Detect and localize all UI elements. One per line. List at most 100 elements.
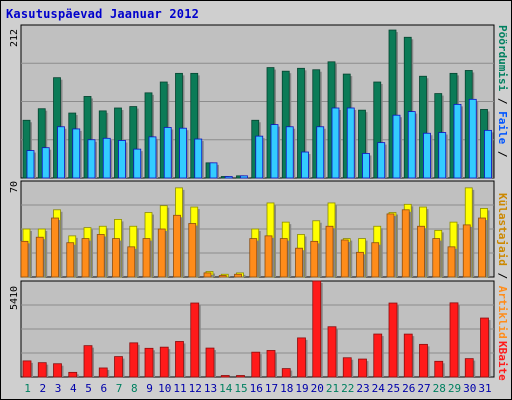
kbytes-bar: [464, 358, 474, 378]
sites-bar: [279, 238, 288, 278]
day-label: 20: [310, 382, 324, 395]
day-label: 16: [249, 382, 263, 395]
kbytes-bar: [342, 357, 352, 378]
files-bar: [148, 136, 157, 179]
day-label: 12: [188, 382, 202, 395]
day-label: 17: [264, 382, 279, 395]
files-bar: [346, 107, 355, 179]
day-label: 3: [54, 382, 62, 395]
day-label: 26: [402, 382, 416, 395]
sites-bar: [35, 236, 44, 278]
hits-bar: [312, 69, 321, 179]
files-bar: [270, 124, 279, 179]
sites-bar: [478, 217, 486, 278]
sites-bar: [20, 240, 29, 278]
day-label: 25: [386, 382, 401, 395]
files-bar: [316, 126, 325, 179]
day-label: 30: [463, 382, 477, 395]
day-label: 22: [341, 382, 355, 395]
kbytes-bar: [449, 302, 459, 378]
hits-bar: [22, 119, 31, 179]
legend-kbytes: KBaite: [496, 341, 509, 381]
kbytes-bar: [251, 351, 261, 378]
sites-bar: [218, 275, 227, 278]
sites-bar: [356, 251, 364, 278]
bottom-axis-max: 5410: [9, 285, 20, 310]
files-bar: [468, 98, 477, 179]
day-label: 21: [325, 382, 340, 395]
legend-hits: Pöördumisi: [496, 25, 509, 92]
day-label: 7: [115, 382, 123, 395]
kbytes-bar: [114, 356, 123, 378]
legend-separator: /: [496, 272, 509, 280]
files-bar: [423, 132, 431, 179]
top-axis-max: 212: [9, 28, 20, 47]
kbytes-bar: [190, 302, 200, 378]
day-label: 19: [295, 382, 309, 395]
sites-bar: [96, 234, 105, 278]
middle-legend: Külastajaid / Artiklid: [496, 193, 509, 339]
sites-bar: [112, 238, 120, 278]
chart-title: Kasutuspäevad Jaanuar 2012: [6, 7, 200, 21]
files-bar: [118, 140, 126, 179]
files-bar: [453, 103, 462, 179]
kbytes-bar: [129, 342, 139, 378]
day-label: 11: [173, 382, 187, 395]
sites-bar: [340, 239, 349, 278]
files-bar: [179, 127, 187, 179]
sites-bar: [249, 238, 258, 278]
kbytes-bar: [358, 358, 367, 378]
files-bar: [407, 111, 416, 179]
kbytes-bar: [480, 317, 489, 378]
legend-pages: Artiklid: [496, 285, 509, 339]
day-label: 15: [234, 382, 248, 395]
kbytes-bar: [175, 341, 184, 378]
kbytes-bar: [403, 333, 413, 378]
kbytes-bar: [236, 375, 245, 378]
kbytes-bar: [53, 363, 62, 378]
legend-visits: Külastajaid: [496, 193, 509, 266]
day-label: 9: [146, 382, 153, 395]
legend-files: Faile: [496, 111, 509, 145]
kbytes-bar: [68, 371, 78, 378]
sites-bar: [371, 242, 380, 278]
kbytes-bar: [205, 347, 215, 378]
files-bar: [392, 114, 401, 179]
sites-bar: [51, 217, 59, 278]
middle-axis-max: 70: [9, 180, 20, 193]
files-bar: [41, 147, 50, 179]
sites-bar: [447, 246, 456, 278]
files-bar: [301, 151, 309, 179]
sites-bar: [173, 214, 181, 278]
sites-bar: [417, 225, 425, 278]
files-bar: [224, 176, 233, 179]
kbytes-bar: [388, 302, 398, 378]
legend-separator: /: [496, 97, 509, 105]
day-label: 13: [203, 382, 218, 395]
day-label: 1: [24, 382, 31, 395]
sites-bar: [81, 238, 90, 278]
day-label: 27: [417, 382, 431, 395]
sites-bar: [386, 213, 395, 278]
kbytes-bar: [159, 346, 169, 378]
hits-bar: [281, 70, 290, 179]
kbytes-bar: [434, 360, 444, 378]
day-label: 29: [447, 382, 462, 395]
files-bar: [194, 138, 203, 179]
legend-separator: /: [496, 150, 509, 158]
kbytes-bar: [281, 368, 291, 378]
kbytes-bar: [37, 362, 47, 378]
files-bar: [438, 132, 447, 179]
sites-bar: [432, 238, 441, 278]
kbytes-bar: [220, 375, 230, 378]
sites-bar: [66, 242, 75, 278]
kbytes-bar: [98, 367, 108, 378]
files-bar: [133, 148, 142, 179]
day-label: 31: [478, 382, 492, 395]
hits-bar: [358, 109, 366, 179]
kbytes-bar: [144, 347, 154, 378]
hits-bar: [419, 75, 427, 179]
files-bar: [209, 162, 218, 179]
